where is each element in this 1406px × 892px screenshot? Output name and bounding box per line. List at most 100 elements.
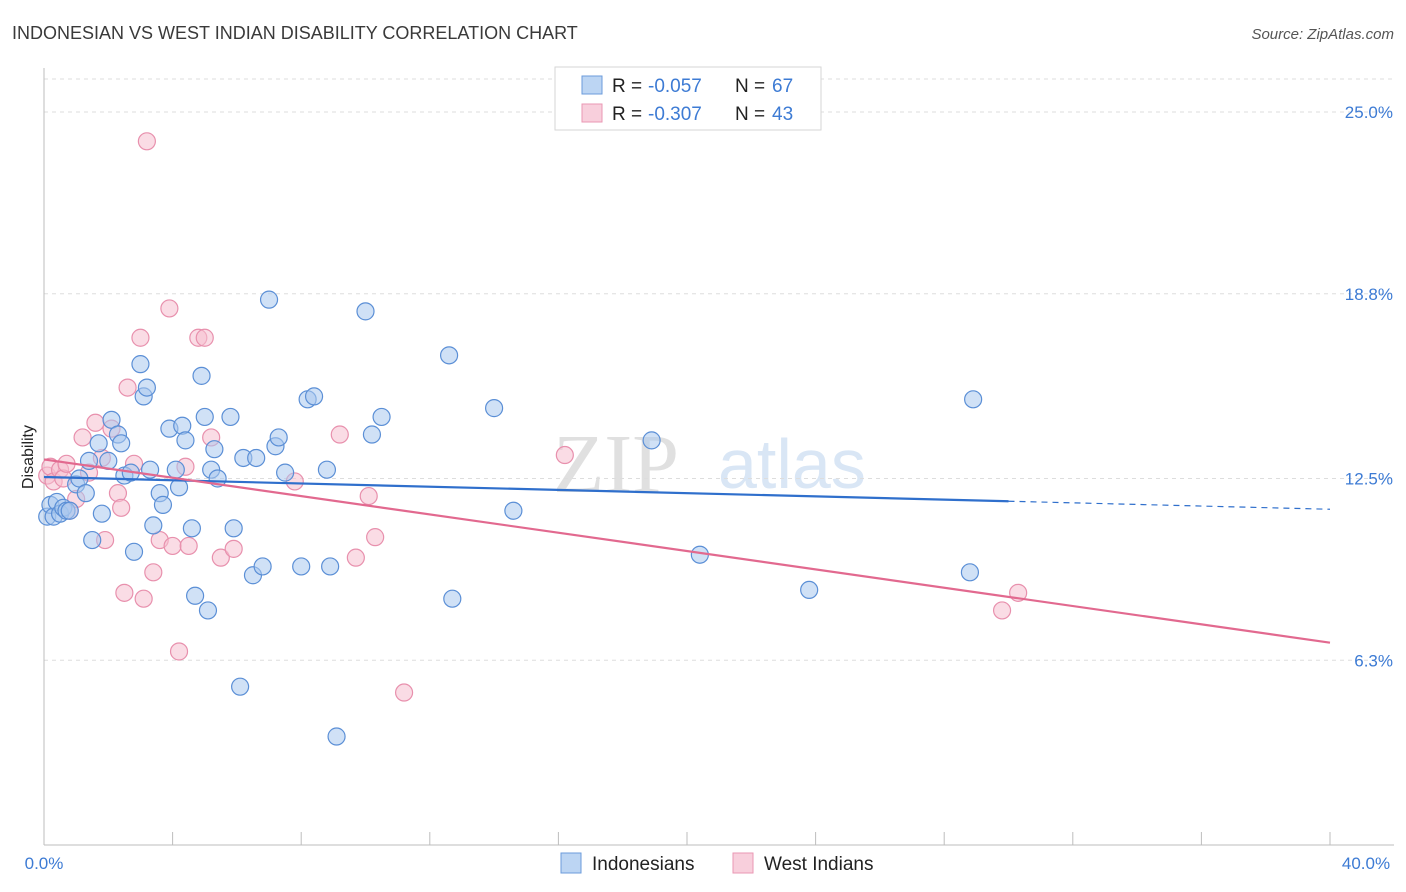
point-indonesians	[124, 542, 144, 561]
trend-line-indonesians-projection	[1008, 500, 1331, 510]
point-west-indians	[394, 683, 414, 702]
legend-n-value-2: 43	[772, 104, 793, 125]
point-west-indians	[195, 328, 214, 347]
point-indonesians	[642, 431, 661, 450]
point-indonesians	[372, 407, 391, 427]
legend-r-label-2: R =	[612, 104, 642, 125]
point-indonesians	[89, 434, 108, 453]
point-west-indians	[163, 536, 182, 556]
point-indonesians	[176, 431, 195, 450]
point-indonesians	[131, 355, 150, 374]
chart-title: INDONESIAN VS WEST INDIAN DISABILITY COR…	[12, 23, 578, 43]
point-west-indians	[359, 486, 378, 506]
legend-r-label-1: R =	[612, 76, 642, 97]
point-indonesians	[60, 501, 79, 520]
point-indonesians	[231, 677, 250, 696]
legend-swatch-pink	[581, 103, 603, 123]
point-indonesians	[800, 580, 819, 600]
trend-line-west-indians	[43, 458, 1331, 644]
point-indonesians	[144, 516, 163, 535]
legend-r-value-1: -0.057	[648, 76, 702, 97]
point-west-indians	[134, 589, 153, 608]
point-indonesians	[76, 484, 95, 503]
point-west-indians	[330, 425, 349, 444]
trend-line-indonesians	[43, 475, 1009, 503]
point-indonesians	[137, 378, 156, 397]
bottom-legend-swatch-west-indians	[732, 852, 754, 874]
source-label: Source: ZipAtlas.com	[1251, 26, 1394, 43]
point-indonesians	[153, 495, 173, 514]
point-west-indians	[112, 498, 131, 517]
point-indonesians	[247, 448, 266, 468]
legend-n-label-1: N =	[735, 76, 765, 97]
x-tick-label-max: 40.0%	[1342, 854, 1390, 873]
point-indonesians	[205, 440, 224, 459]
point-indonesians	[195, 407, 214, 427]
point-west-indians	[137, 132, 156, 151]
x-ticks	[43, 832, 1331, 845]
point-indonesians	[317, 460, 337, 479]
point-indonesians	[224, 519, 243, 538]
y-tick-labels: 6.3% 12.5% 18.8% 25.0%	[1345, 103, 1393, 670]
point-indonesians	[504, 501, 523, 520]
point-indonesians	[356, 302, 375, 321]
point-indonesians	[485, 399, 504, 418]
y-axis-title: Disability	[20, 425, 37, 489]
point-west-indians	[169, 642, 189, 661]
legend-swatch-blue	[581, 75, 603, 95]
point-indonesians	[321, 557, 340, 576]
point-indonesians	[112, 434, 131, 453]
point-west-indians	[108, 484, 128, 503]
point-indonesians	[304, 387, 324, 406]
trend-lines	[43, 458, 1331, 644]
bottom-legend-west-indians: West Indians	[764, 854, 873, 875]
point-indonesians	[186, 586, 205, 605]
watermark-zip: ZIP	[553, 418, 679, 511]
point-west-indians	[346, 548, 365, 567]
bottom-legend-swatch-indonesians	[560, 852, 582, 874]
y-tick-label: 6.3%	[1354, 651, 1393, 670]
point-west-indians	[73, 428, 92, 447]
point-indonesians	[173, 416, 192, 435]
point-west-indians	[179, 536, 198, 556]
point-indonesians	[327, 727, 346, 746]
point-indonesians	[292, 557, 311, 576]
point-indonesians	[166, 460, 185, 479]
point-indonesians	[259, 290, 279, 309]
point-indonesians	[192, 366, 211, 385]
point-indonesians	[182, 519, 201, 538]
series-indonesians-points	[38, 290, 983, 746]
point-indonesians	[221, 407, 240, 427]
point-west-indians	[118, 378, 137, 397]
series-west-indians-points	[38, 132, 1028, 702]
legend: R = -0.057 N = 67 R = -0.307 N = 43	[554, 66, 822, 131]
point-west-indians	[224, 539, 243, 558]
point-indonesians	[276, 463, 295, 482]
point-indonesians	[960, 563, 980, 582]
watermark-atlas: atlas	[718, 425, 866, 503]
point-indonesians	[83, 530, 102, 550]
x-tick-label-min: 0.0%	[25, 854, 64, 873]
point-west-indians	[211, 548, 230, 567]
legend-n-value-1: 67	[772, 76, 793, 97]
point-indonesians	[964, 390, 983, 409]
point-west-indians	[992, 601, 1012, 620]
point-indonesians	[443, 589, 462, 608]
point-indonesians	[92, 504, 111, 523]
y-tick-label: 12.5%	[1345, 469, 1393, 488]
point-indonesians	[362, 425, 382, 444]
point-indonesians	[439, 346, 459, 365]
point-west-indians	[131, 328, 150, 347]
bottom-legend: Indonesians West Indians	[560, 852, 873, 875]
point-west-indians	[555, 445, 574, 465]
y-tick-label: 18.8%	[1345, 285, 1393, 304]
point-west-indians	[144, 563, 163, 582]
point-west-indians	[86, 413, 105, 432]
point-indonesians	[198, 601, 218, 620]
point-indonesians	[269, 428, 288, 447]
legend-n-label-2: N =	[735, 104, 765, 125]
point-west-indians	[160, 299, 179, 318]
y-tick-label: 25.0%	[1345, 103, 1393, 122]
bottom-legend-indonesians: Indonesians	[592, 854, 694, 875]
